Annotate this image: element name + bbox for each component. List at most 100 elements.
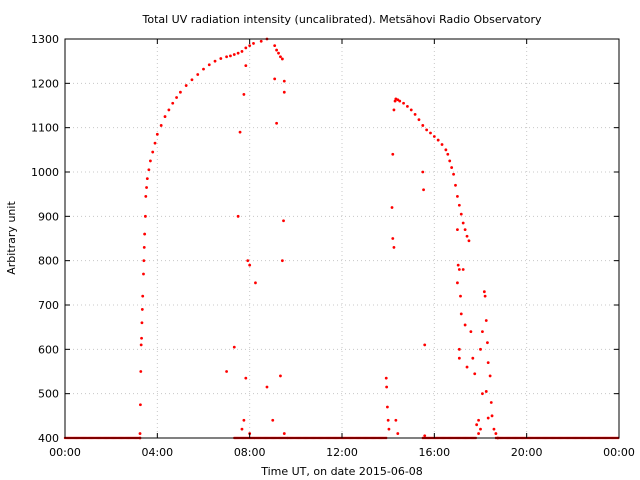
data-point [236,51,240,55]
grid-lines [65,39,619,438]
data-point [384,376,388,380]
data-point [396,432,400,435]
data-point [271,418,275,422]
x-tick-label: 16:00 [418,446,450,459]
x-axis-label: Time UT, on date 2015-06-08 [260,465,423,478]
data-point [142,245,146,249]
data-point [413,112,417,116]
data-point [385,405,389,409]
data-point [432,135,436,138]
data-point [140,336,143,340]
data-point [486,416,490,420]
data-point [149,159,152,163]
y-axis-label: Arbitrary unit [5,201,18,275]
data-point [229,54,232,58]
data-point [386,418,390,422]
data-point [436,138,440,142]
data-point [481,392,484,396]
data-point [494,432,498,435]
data-point [392,108,396,112]
data-point [456,263,460,267]
data-point [429,131,432,135]
data-point [484,390,488,393]
data-point [246,259,250,263]
data-point [456,228,459,232]
data-point [254,281,257,285]
data-point [390,206,394,209]
x-tick-label: 08:00 [234,446,266,459]
data-point [155,132,159,136]
data-point [145,186,148,189]
data-point [459,294,462,298]
data-point [456,281,459,285]
data-point [140,308,144,311]
data-point [242,418,246,422]
data-point [225,55,228,59]
data-point [421,170,425,174]
data-point [486,341,489,345]
data-point [275,121,278,125]
data-point [475,423,479,427]
y-tick-label: 1100 [31,122,59,135]
data-point [280,259,284,263]
data-point [244,46,248,50]
data-point [244,376,248,380]
data-point [232,53,236,56]
data-point [457,347,461,351]
data-point [140,321,144,325]
data-point [179,90,182,94]
data-point [202,67,205,71]
data-point [423,434,427,438]
y-axis-ticks: 400 500 600 700 800 900 1000 1100 1200 1300 [31,33,619,445]
data-point [238,130,242,134]
data-point [454,183,457,187]
data-point [479,347,482,351]
data-point [163,115,167,118]
data-point [147,168,151,172]
data-point [467,239,471,243]
x-tick-label: 04:00 [141,446,173,459]
data-point [406,104,409,108]
data-point [477,432,480,435]
data-point [232,345,236,349]
data-point [422,188,425,192]
data-point [394,418,398,422]
data-point [457,203,461,207]
data-point [452,172,455,176]
data-point [184,84,188,87]
data-point [423,343,427,347]
data-point [385,385,389,389]
data-point [167,108,171,112]
data-point [142,272,145,276]
x-tick-label: 00:00 [603,446,635,459]
data-point [393,99,397,103]
data-point [236,214,240,218]
data-point [461,268,465,271]
data-point [417,118,421,122]
data-point [248,263,252,267]
data-point [282,219,285,223]
chart-title: Total UV radiation intensity (uncalibrat… [142,13,542,26]
data-point [471,356,475,360]
data-point [387,427,391,431]
x-axis-ticks: 00:00 04:00 08:00 12:00 16:00 20:00 00:00 [49,39,635,459]
y-tick-label: 1200 [31,77,59,90]
data-point [463,323,467,327]
data-point [490,414,494,418]
data-point [275,48,278,52]
data-point [463,228,467,232]
data-point [402,101,405,105]
y-tick-label: 900 [38,210,59,223]
data-point [190,78,194,82]
data-point [273,77,277,81]
data-points [138,37,500,440]
data-point [207,63,211,67]
data-point [421,124,425,127]
data-point [450,166,454,169]
data-point [244,64,248,67]
x-tick-label: 12:00 [326,446,358,459]
data-point [398,99,402,103]
data-point [248,44,252,48]
data-point [139,403,142,407]
